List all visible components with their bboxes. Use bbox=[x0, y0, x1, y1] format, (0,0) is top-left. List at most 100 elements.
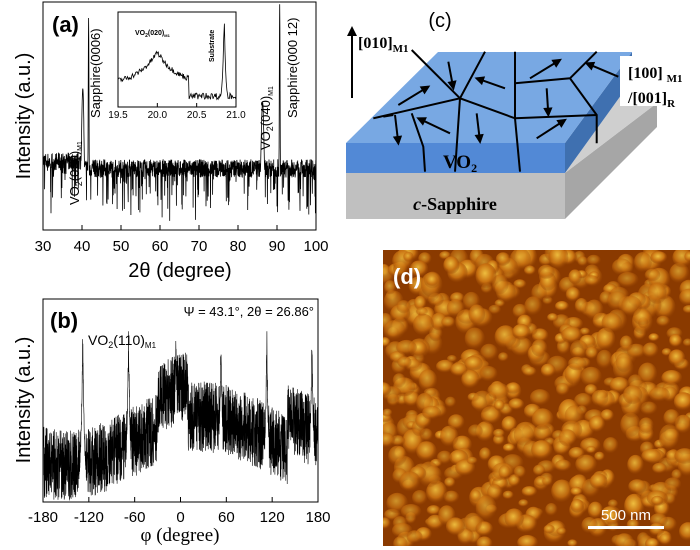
afm-grain bbox=[647, 283, 667, 304]
afm-grain bbox=[555, 459, 572, 472]
afm-grain bbox=[391, 522, 413, 538]
afm-grain bbox=[399, 471, 421, 492]
panel-c-diagram: (c) [010]M1 [100] M1 /[001]R VO2 c-Sapph… bbox=[346, 10, 700, 219]
x-tick-label-a: 50 bbox=[113, 238, 130, 255]
afm-grain bbox=[502, 490, 514, 500]
afm-grain bbox=[461, 369, 480, 389]
peak-label-vo2-110: VO2(110)M1 bbox=[88, 332, 157, 350]
afm-grain bbox=[600, 409, 614, 422]
afm-grain bbox=[522, 366, 537, 377]
afm-grain bbox=[517, 535, 538, 546]
domain-arrowhead bbox=[474, 76, 486, 86]
afm-grain bbox=[383, 517, 391, 530]
axis-up-arrowhead bbox=[347, 26, 357, 36]
afm-grain bbox=[620, 412, 641, 437]
afm-grain bbox=[644, 268, 661, 282]
afm-grain bbox=[651, 495, 664, 506]
x-tick-label-a: 100 bbox=[303, 238, 328, 255]
axis-label-bg bbox=[620, 56, 700, 106]
afm-grain bbox=[537, 264, 555, 279]
afm-grain bbox=[588, 415, 606, 433]
afm-grain bbox=[591, 389, 609, 407]
afm-grain bbox=[505, 382, 521, 394]
scale-bar-label: 500 nm bbox=[601, 507, 651, 524]
afm-grain bbox=[397, 356, 412, 368]
afm-grain bbox=[673, 392, 690, 411]
afm-grain bbox=[638, 417, 654, 434]
afm-grain bbox=[585, 346, 599, 360]
x-tick-label-a: 90 bbox=[269, 238, 286, 255]
afm-grain bbox=[494, 325, 517, 349]
afm-grain bbox=[679, 522, 690, 542]
afm-grain bbox=[531, 440, 553, 460]
afm-grain bbox=[468, 304, 486, 325]
afm-grain bbox=[679, 288, 690, 306]
afm-grain bbox=[426, 505, 441, 516]
afm-grain bbox=[502, 443, 516, 453]
x-tick-label-a: 60 bbox=[152, 238, 169, 255]
afm-grain bbox=[642, 342, 659, 358]
afm-grain bbox=[412, 313, 434, 336]
afm-grain bbox=[574, 393, 593, 408]
afm-grain bbox=[565, 287, 581, 302]
afm-grain bbox=[569, 340, 589, 360]
domain-arrowhead bbox=[556, 118, 567, 128]
afm-grain bbox=[547, 313, 559, 322]
panel-label-a: (a) bbox=[52, 12, 79, 37]
panel-label-c: (c) bbox=[428, 10, 451, 32]
afm-grain bbox=[669, 262, 690, 284]
peak-label-sapphire-0006: Sapphire(0006) bbox=[88, 28, 103, 118]
afm-grain bbox=[633, 252, 652, 273]
afm-grain bbox=[393, 536, 408, 546]
substrate-side bbox=[565, 103, 657, 219]
inset-substrate-label: Substrate bbox=[209, 30, 216, 62]
afm-grain bbox=[529, 389, 551, 406]
x-tick-label-b: -60 bbox=[124, 509, 146, 526]
afm-grain bbox=[450, 362, 468, 377]
afm-grain bbox=[637, 362, 658, 385]
inset-x-tick-label: 20.5 bbox=[187, 110, 207, 121]
afm-grain bbox=[466, 456, 478, 465]
domain-arrowhead bbox=[551, 58, 562, 68]
afm-grain bbox=[501, 416, 517, 433]
afm-grain bbox=[543, 524, 555, 534]
inset-x-tick-label: 21.0 bbox=[226, 110, 246, 121]
afm-grain bbox=[508, 398, 525, 411]
grain-boundary bbox=[410, 112, 426, 172]
afm-grain bbox=[446, 355, 458, 363]
afm-grain bbox=[584, 299, 604, 321]
afm-grain bbox=[682, 338, 690, 347]
afm-grain bbox=[555, 301, 569, 312]
afm-grain bbox=[619, 335, 633, 352]
film-label: VO2 bbox=[443, 152, 477, 175]
afm-grain bbox=[493, 428, 505, 438]
grain-boundary bbox=[373, 97, 597, 120]
inset-curve bbox=[117, 23, 237, 101]
panel-b: (b) Ψ = 43.1°, 2θ = 26.86° VO2(110)M1 -1… bbox=[13, 298, 331, 546]
afm-grain bbox=[586, 446, 597, 454]
afm-grain bbox=[551, 479, 573, 503]
afm-grain bbox=[476, 421, 495, 442]
afm-grain bbox=[414, 295, 427, 311]
afm-grain bbox=[648, 333, 660, 342]
inset-frame bbox=[117, 11, 237, 108]
annotation-b: Ψ = 43.1°, 2θ = 26.86° bbox=[184, 304, 314, 319]
afm-grain bbox=[684, 251, 690, 262]
grain-boundary bbox=[410, 49, 461, 100]
peak-label-vo2-020: VO2(020)M1 bbox=[67, 141, 84, 205]
afm-grain bbox=[542, 476, 553, 487]
afm-grain bbox=[416, 307, 428, 316]
panel-d-afm: (d) 500 nm bbox=[383, 250, 690, 546]
afm-grain bbox=[383, 320, 406, 341]
afm-grain bbox=[424, 271, 441, 289]
afm-grain bbox=[388, 445, 407, 466]
afm-grain bbox=[615, 352, 633, 372]
afm-grain bbox=[609, 377, 630, 393]
phi-scan-curve bbox=[42, 331, 319, 501]
afm-grain bbox=[436, 359, 455, 373]
domain-arrowhead bbox=[474, 133, 484, 144]
afm-grain bbox=[487, 484, 503, 501]
afm-grain bbox=[659, 533, 672, 546]
afm-grain bbox=[603, 437, 619, 454]
grain-boundary bbox=[514, 51, 521, 172]
